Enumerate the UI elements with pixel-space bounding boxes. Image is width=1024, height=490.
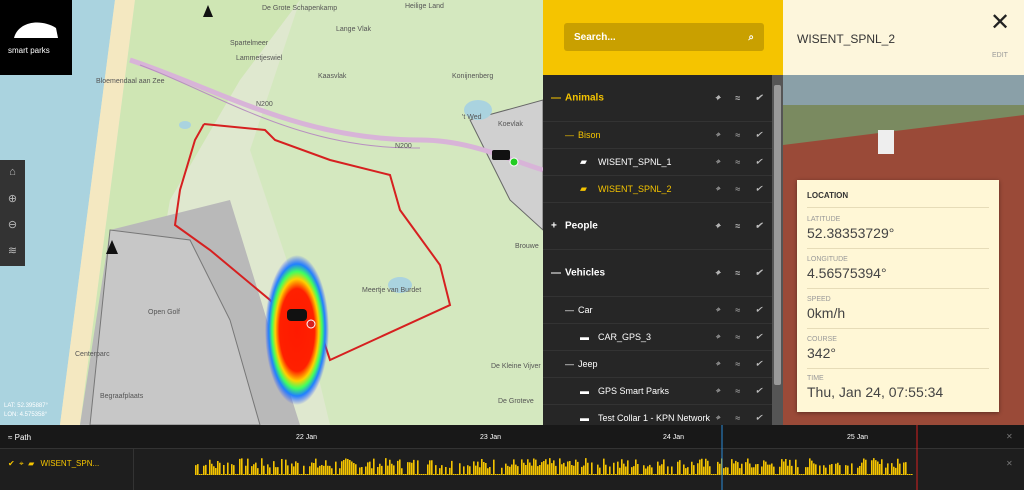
map-label: Bloemendaal aan Zee bbox=[96, 78, 165, 85]
map-label: N200 bbox=[256, 101, 273, 108]
tree-label: Jeep bbox=[578, 359, 598, 369]
tree-row[interactable]: ▰ WISENT_SPNL_2 ⌖ ≈ ✔ bbox=[543, 176, 772, 203]
card-heading: LOCATION bbox=[807, 191, 849, 200]
map-label: Lange Vlak bbox=[336, 26, 372, 33]
tree-label: WISENT_SPNL_2 bbox=[598, 184, 672, 194]
field-value: 0km/h bbox=[807, 305, 846, 321]
tree-label: GPS Smart Parks bbox=[598, 386, 670, 396]
tree-row[interactable]: — Bison ⌖ ≈ ✔ bbox=[543, 122, 772, 149]
scrollbar[interactable] bbox=[772, 75, 783, 425]
map-label: De Kleine Vijver bbox=[491, 363, 541, 370]
tree-label: Vehicles bbox=[565, 267, 606, 279]
map-label: Konijnenberg bbox=[452, 73, 493, 80]
tree-label: People bbox=[565, 220, 598, 232]
home-button[interactable]: ⌂ bbox=[9, 166, 16, 178]
field-label: TIME bbox=[807, 375, 824, 382]
edit-button[interactable]: EDIT bbox=[992, 52, 1008, 59]
location-card: LOCATION LATITUDE 52.38353729° LONGITUDE… bbox=[797, 180, 999, 412]
field-value: Thu, Jan 24, 07:55:34 bbox=[807, 384, 944, 400]
logo[interactable]: smart parks bbox=[0, 0, 72, 75]
detail-header: WISENT_SPNL_2 ✕ EDIT bbox=[783, 0, 1024, 75]
tree-row[interactable]: — Jeep ⌖ ≈ ✔ bbox=[543, 351, 772, 378]
tree-label: WISENT_SPNL_1 bbox=[598, 157, 672, 167]
remove-button[interactable]: ✕ bbox=[1006, 459, 1013, 468]
map-label: Lammetjeswiel bbox=[236, 55, 283, 62]
detail-title: WISENT_SPNL_2 bbox=[797, 32, 896, 46]
tree-label: Test Collar 1 - KPN Network bbox=[598, 413, 711, 423]
tree-row[interactable]: + People ⌖ ≈ ✔ bbox=[543, 203, 772, 250]
lon-readout: LON: 4.575358° bbox=[4, 412, 48, 418]
tree-label: Car bbox=[578, 305, 593, 315]
map-label: Meertje van Burdet bbox=[362, 287, 421, 294]
map-label: 't Wed bbox=[462, 114, 482, 121]
logo-text: smart parks bbox=[8, 46, 50, 55]
timeline-header: ≈ Path bbox=[8, 433, 32, 442]
detail-panel: WISENT_SPNL_2 ✕ EDIT LOCATION LATITUDE 5… bbox=[783, 0, 1024, 425]
date-label: 23 Jan bbox=[480, 434, 502, 441]
timeline-header-text: Path bbox=[14, 433, 32, 442]
map-label: Begraafplaats bbox=[100, 393, 144, 400]
date-label: 24 Jan bbox=[663, 434, 685, 441]
tree-row[interactable]: ▬ Test Collar 1 - KPN Network ⌖ ≈ ✔ bbox=[543, 405, 772, 425]
zoom-out-button[interactable]: ⊖ bbox=[7, 219, 18, 231]
field-label: LATITUDE bbox=[807, 216, 841, 223]
field-value: 342° bbox=[807, 345, 836, 361]
map-label: Brouwe bbox=[515, 243, 539, 250]
track-label[interactable]: ✔ ⌖ ▰ WISENT_SPN... bbox=[8, 459, 100, 468]
search-icon: ⌕ bbox=[748, 32, 754, 43]
lat-readout: LAT: 52.395887° bbox=[4, 403, 49, 409]
field-label: LONGITUDE bbox=[807, 256, 848, 263]
tree-label: CAR_GPS_3 bbox=[598, 332, 652, 342]
tree-label: Animals bbox=[565, 92, 604, 104]
search-bar: Search... ⌕ bbox=[543, 0, 783, 75]
remove-button[interactable]: ✕ bbox=[1006, 432, 1013, 441]
tree-row[interactable]: ▬ CAR_GPS_3 ⌖ ≈ ✔ bbox=[543, 324, 772, 351]
tree-row[interactable]: — Animals ⌖ ≈ ✔ bbox=[543, 75, 772, 122]
map-toolbar: ⌂ ⊕ ⊖ ≋ bbox=[0, 160, 25, 266]
close-button[interactable]: ✕ bbox=[990, 9, 1011, 36]
search-input[interactable]: Search... ⌕ bbox=[564, 23, 764, 51]
map-label: Kaasvlak bbox=[318, 73, 347, 80]
tree-row[interactable]: — Car ⌖ ≈ ✔ bbox=[543, 297, 772, 324]
map-label: Open Golf bbox=[148, 309, 180, 316]
tree-row[interactable]: — Vehicles ⌖ ≈ ✔ bbox=[543, 250, 772, 297]
logo-icon bbox=[14, 22, 58, 38]
tree-row[interactable]: ▬ GPS Smart Parks ⌖ ≈ ✔ bbox=[543, 378, 772, 405]
search-placeholder: Search... bbox=[574, 32, 616, 43]
track-name: WISENT_SPN... bbox=[40, 459, 100, 468]
layers-button[interactable]: ≋ bbox=[7, 245, 18, 257]
map[interactable]: De Grote Schapenkamp Heilige Land Sparte… bbox=[0, 0, 543, 425]
map-label: Heilige Land bbox=[405, 3, 444, 10]
sidebar: Search... ⌕ — Animals ⌖ ≈ ✔ — Bison ⌖ ≈ ✔ ▰ WISENT… bbox=[543, 0, 783, 425]
timeline-chart bbox=[195, 425, 918, 490]
zoom-in-button[interactable]: ⊕ bbox=[7, 193, 18, 205]
map-label: De Grote Schapenkamp bbox=[262, 5, 337, 12]
date-label: 22 Jan bbox=[296, 434, 318, 441]
field-value: 4.56575394° bbox=[807, 265, 887, 281]
map-canvas: De Grote Schapenkamp Heilige Land Sparte… bbox=[0, 0, 543, 425]
map-label: N200 bbox=[395, 143, 412, 150]
map-label: De Groteve bbox=[498, 398, 534, 405]
tree-row[interactable]: ▰ WISENT_SPNL_1 ⌖ ≈ ✔ bbox=[543, 149, 772, 176]
map-label: Centerparc bbox=[75, 351, 110, 358]
field-label: COURSE bbox=[807, 336, 837, 343]
map-label: Spartelmeer bbox=[230, 40, 269, 47]
tree-label: Bison bbox=[578, 130, 601, 140]
field-label: SPEED bbox=[807, 296, 831, 303]
date-label: 25 Jan bbox=[847, 434, 869, 441]
activity-bars bbox=[195, 458, 913, 475]
timeline: ≈ Path 22 Jan 23 Jan 24 Jan 25 Jan ✔ ⌖ ▰… bbox=[0, 425, 1024, 490]
map-label: Koevlak bbox=[498, 121, 523, 128]
field-value: 52.38353729° bbox=[807, 225, 895, 241]
